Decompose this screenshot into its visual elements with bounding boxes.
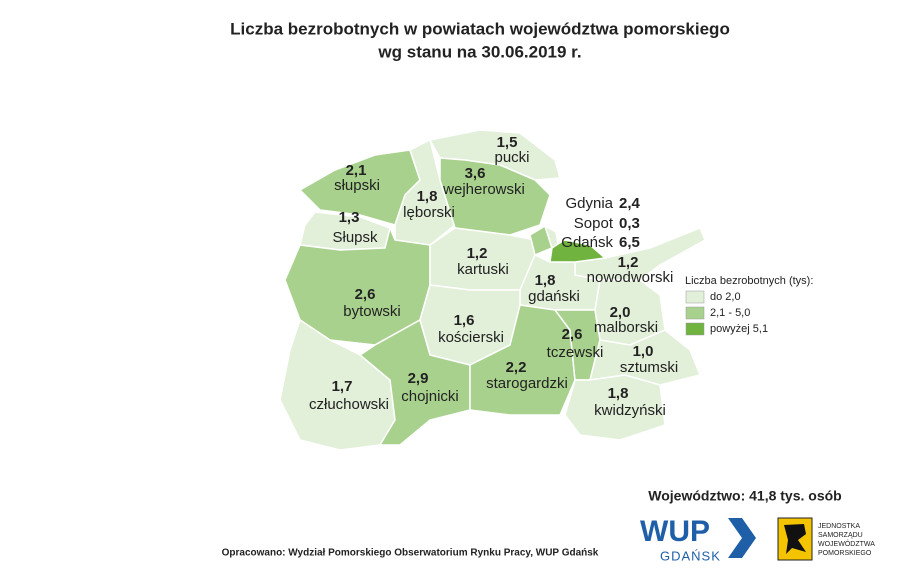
- region-name: starogardzki: [486, 375, 568, 392]
- region: [358, 318, 471, 446]
- region-name: chojnicki: [401, 388, 459, 405]
- region-value: 1,3: [339, 209, 360, 226]
- region-value: 2,6: [355, 286, 376, 303]
- jst-line: POMORSKIEGO: [818, 550, 872, 557]
- region-name: gdański: [528, 288, 580, 305]
- region-name: nowodworski: [587, 269, 674, 286]
- region-value: 1,8: [417, 188, 438, 205]
- region-name: wejherowski: [442, 181, 525, 198]
- legend-label: do 2,0: [710, 291, 741, 303]
- region-value: 1,0: [633, 343, 654, 360]
- region: [439, 157, 551, 236]
- region-value: 2,2: [506, 359, 527, 376]
- region-name: malborski: [594, 319, 658, 336]
- legend-swatch: [685, 290, 705, 304]
- region-value: 1,2: [618, 254, 639, 271]
- region-value: 1,8: [608, 385, 629, 402]
- legend-label: powyżej 5,1: [710, 323, 768, 335]
- jst-line: SAMORZĄDU: [818, 532, 863, 539]
- region-name: lęborski: [403, 204, 455, 221]
- region-name: kartuski: [457, 261, 509, 278]
- region-value: 1,7: [332, 378, 353, 395]
- wup-logo: WUP GDAŃSK: [640, 515, 756, 563]
- regions: [279, 129, 706, 451]
- city-name: Gdynia: [565, 195, 613, 212]
- legend-swatch: [685, 306, 705, 320]
- region: [564, 374, 666, 441]
- region-value: 2,0: [610, 304, 631, 321]
- total: Województwo: 41,8 tys. osób: [648, 488, 841, 504]
- region-value: 3,6: [465, 165, 486, 182]
- legend-swatch: [685, 322, 705, 336]
- region-value: 2,9: [408, 370, 429, 387]
- region-value: 1,6: [454, 312, 475, 329]
- source: Opracowano: Wydział Pomorskiego Obserwat…: [222, 548, 599, 559]
- region-value: 2,6: [562, 326, 583, 343]
- title: Liczba bezrobotnych w powiatach wojewódz…: [230, 19, 730, 38]
- city-name: Sopot: [574, 215, 614, 232]
- region-name: Słupsk: [332, 229, 378, 246]
- region-name: człuchowski: [309, 396, 389, 413]
- region-value: 1,2: [467, 245, 488, 262]
- region-value: 1,8: [535, 272, 556, 289]
- jst-line: JEDNOSTKA: [818, 523, 860, 530]
- city-name: Gdańsk: [561, 234, 613, 251]
- griffin: [784, 524, 806, 554]
- labels: 2,1słupski1,3Słupsk1,8lęborski1,5pucki3,…: [309, 134, 678, 419]
- region-value: 1,5: [497, 134, 518, 151]
- legend-title: Liczba bezrobotnych (tys):: [685, 275, 813, 287]
- city-value: 6,5: [619, 234, 640, 251]
- legend: Liczba bezrobotnych (tys): do 2,0 2,1 - 5,…: [685, 275, 813, 336]
- wup-text: WUP: [640, 515, 710, 548]
- wup-arrow: [728, 518, 756, 558]
- region-name: tczewski: [547, 344, 604, 361]
- wup-city: GDAŃSK: [660, 548, 721, 563]
- city-value: 0,3: [619, 215, 640, 232]
- region-value: 2,1: [346, 162, 367, 179]
- region-name: słupski: [334, 177, 380, 194]
- legend-label: 2,1 - 5,0: [710, 307, 750, 319]
- subtitle: wg stanu na 30.06.2019 r.: [377, 42, 581, 61]
- region: [549, 239, 607, 263]
- region-name: pucki: [494, 149, 529, 166]
- region-name: bytowski: [343, 303, 401, 320]
- city-value: 2,4: [619, 195, 641, 212]
- region-name: kwidzyński: [594, 402, 666, 419]
- region-name: sztumski: [620, 359, 678, 376]
- jst-line: WOJEWÓDZTWA: [818, 539, 875, 548]
- region-name: kościerski: [438, 329, 504, 346]
